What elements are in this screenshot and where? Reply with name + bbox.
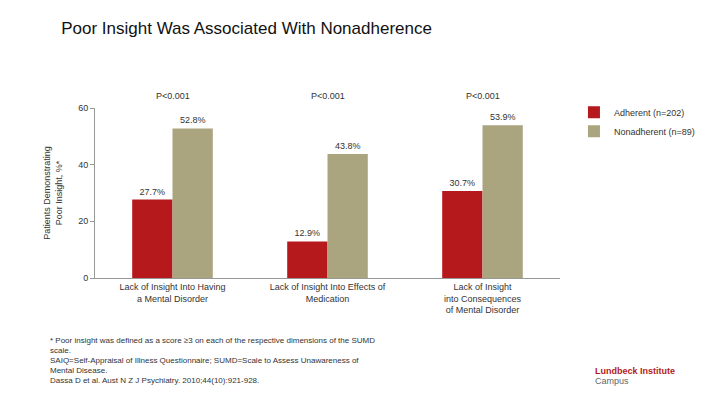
- html-text:Campus: Campus: [595, 376, 629, 386]
- svg-text:53.9%: 53.9%: [490, 112, 516, 122]
- svg-text:Lack of Insight Into Effects o: Lack of Insight Into Effects ofMedicatio…: [270, 282, 386, 304]
- svg-text:12.9%: 12.9%: [295, 228, 321, 238]
- html-text:* Poor insight was defined as: * Poor insight was defined as a score ≥3…: [50, 336, 375, 355]
- svg-text:60: 60: [78, 103, 88, 113]
- svg-text:0: 0: [83, 273, 88, 283]
- svg-text:Lack of Insightinto Consequenc: Lack of Insightinto Consequencesof Menta…: [444, 282, 522, 315]
- svg-text:Poor Insight Was Associated Wi: Poor Insight Was Associated With Nonadhe…: [61, 19, 432, 38]
- svg-text:Adherent (n=202): Adherent (n=202): [614, 108, 684, 118]
- svg-text:P<0.001: P<0.001: [466, 91, 500, 101]
- svg-text:Lack of Insight Into Havinga M: Lack of Insight Into Havinga Mental Diso…: [119, 282, 225, 304]
- svg-text:43.8%: 43.8%: [335, 141, 361, 151]
- svg-text:P<0.001: P<0.001: [311, 91, 345, 101]
- svg-text:40: 40: [78, 160, 88, 170]
- svg-text:30.7%: 30.7%: [450, 178, 476, 188]
- svg-text:P<0.001: P<0.001: [156, 91, 190, 101]
- svg-text:Nonadherent (n=89): Nonadherent (n=89): [614, 127, 695, 137]
- html-text:Lundbeck Institute: Lundbeck Institute: [595, 366, 675, 376]
- svg-text:20: 20: [78, 216, 88, 226]
- svg-text:Patients DemonstratingPoor Ins: Patients DemonstratingPoor Insight, %*: [42, 146, 64, 240]
- svg-text:52.8%: 52.8%: [180, 115, 206, 125]
- html-text:Dassa D et al. Aust N Z J Psyc: Dassa D et al. Aust N Z J Psychiatry. 20…: [50, 376, 260, 385]
- svg-text:27.7%: 27.7%: [140, 187, 166, 197]
- html-text:SAIQ=Self-Appraisal of Illness: SAIQ=Self-Appraisal of Illness Questionn…: [50, 356, 359, 375]
